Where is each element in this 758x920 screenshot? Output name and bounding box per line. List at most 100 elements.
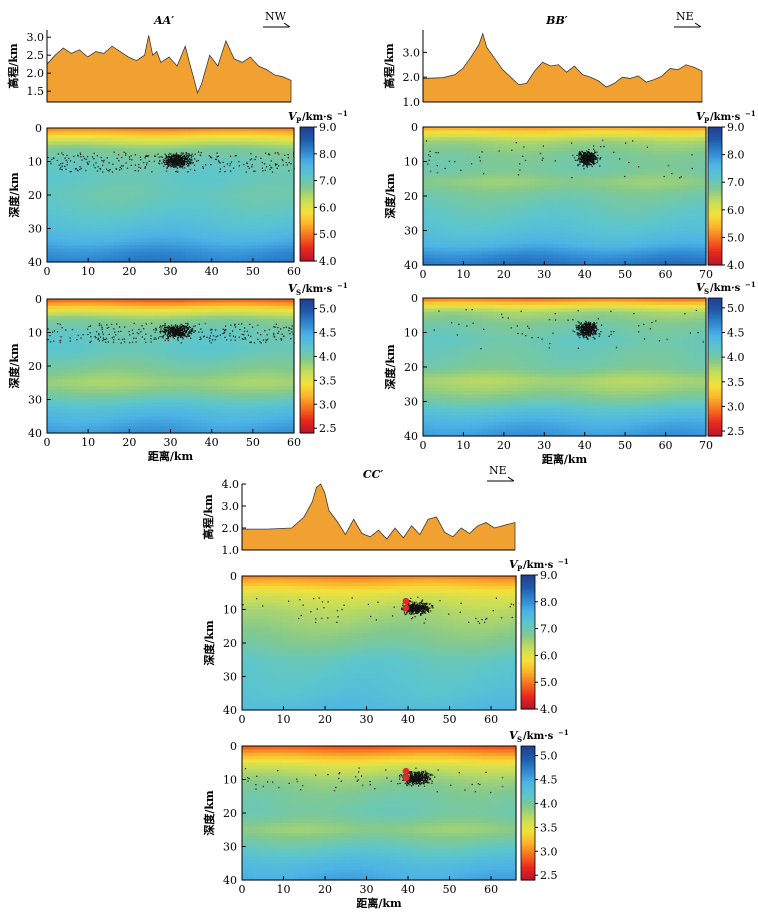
heatmap-cell [88,208,94,213]
heatmap-cell [67,144,74,149]
heatmap-cell [180,164,187,169]
heatmap-cell [165,302,172,307]
earthquake-point [178,334,180,336]
heatmap-cell [216,141,223,146]
heatmap-cell [124,406,130,411]
heatmap-cell [144,248,151,253]
heatmap-cell [103,218,110,223]
heatmap-cell [211,305,218,310]
earthquake-point [175,165,177,167]
earthquake-point [174,155,176,157]
heatmap-cell [191,245,197,250]
heatmap-cell [52,251,58,256]
heatmap-cell [227,191,233,196]
heatmap-cell [155,235,161,240]
heatmap-cell [52,362,58,367]
heatmap-cell [165,131,172,136]
heatmap-cell [288,174,295,179]
heatmap-cell [129,251,136,256]
colorbar-segment [300,234,314,238]
heatmap-cell [113,231,120,236]
heatmap-cell [227,174,233,179]
heatmap-cell [175,396,182,401]
heatmap-cell [191,352,197,357]
heatmap-cell [108,218,115,223]
earthquake-point [176,164,179,166]
earthquake-point [177,154,179,156]
colorbar-segment [300,240,314,244]
earthquake-point [167,336,169,339]
heatmap-cell [221,332,228,337]
heatmap-cell [227,322,233,327]
heatmap-cell [134,299,141,303]
heatmap-cell [237,128,244,132]
heatmap-cell [52,305,58,310]
heatmap-cell [242,419,249,424]
earthquake-point [182,332,184,334]
heatmap-cell [180,195,187,199]
heatmap-cell [98,231,105,236]
heatmap-cell [263,376,269,380]
heatmap-cell [124,322,130,327]
heatmap-cell [62,402,69,407]
heatmap-cell [108,429,115,434]
heatmap-cell [257,309,264,313]
heatmap-cell [129,238,136,243]
heatmap-cell [144,416,151,421]
heatmap-cell [108,188,115,193]
heatmap-cell [119,332,125,337]
heatmap-cell [88,366,94,370]
heatmap-cell [165,174,172,179]
earthquake-point [176,332,178,335]
heatmap-cell [257,372,264,377]
heatmap-cell [67,195,74,199]
heatmap-cell [288,376,295,380]
earthquake-point [193,164,196,166]
heatmap-cell [252,188,259,193]
heatmap-cell [257,208,264,213]
heatmap-cell [283,422,290,427]
heatmap-cell [83,315,89,320]
heatmap-cell [119,382,125,387]
heatmap-cell [170,319,177,324]
heatmap-cell [103,198,110,203]
heatmap-cell [129,221,136,226]
heatmap-cell [47,372,53,377]
heatmap-cell [252,379,259,384]
heatmap-cell [175,379,182,384]
heatmap-cell [242,188,249,193]
heatmap-cell [185,359,192,364]
earthquake-point [177,154,179,156]
heatmap-cell [268,416,275,421]
heatmap-cell [268,342,275,347]
heatmap-cell [185,419,192,424]
earthquake-point [93,158,95,160]
heatmap-cell [278,305,285,310]
earthquake-point [180,164,182,166]
heatmap-cell [237,359,244,364]
heatmap-cell [191,359,197,364]
earthquake-point [173,166,175,168]
heatmap-cell [263,144,269,149]
heatmap-cell [180,392,187,397]
heatmap-cell [211,419,218,424]
heatmap-cell [227,319,233,324]
heatmap-cell [221,148,228,153]
heatmap-cell [93,258,100,263]
heatmap-cell [180,188,187,193]
heatmap-cell [67,218,74,223]
heatmap-cell [227,335,233,340]
heatmap-cell [72,352,79,357]
heatmap-cell [227,402,233,407]
heatmap-cell [98,154,105,159]
heatmap-cell [139,342,146,347]
heatmap-cell [149,251,156,256]
heatmap-cell [237,251,244,256]
heatmap-cell [242,201,249,206]
heatmap-cell [232,231,238,236]
heatmap-cell [165,221,172,226]
heatmap-cell [273,392,280,397]
earthquake-point [178,165,181,167]
heatmap-cell [201,258,208,263]
heatmap-cell [232,218,238,223]
